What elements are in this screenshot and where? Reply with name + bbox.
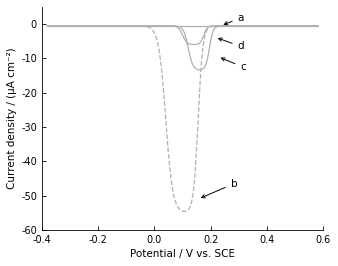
Text: d: d (219, 38, 244, 51)
Y-axis label: Current density / (μA cm⁻²): Current density / (μA cm⁻²) (7, 48, 17, 189)
Text: b: b (202, 179, 237, 198)
Text: c: c (221, 58, 246, 72)
X-axis label: Potential / V vs. SCE: Potential / V vs. SCE (130, 249, 235, 259)
Text: a: a (224, 13, 244, 25)
